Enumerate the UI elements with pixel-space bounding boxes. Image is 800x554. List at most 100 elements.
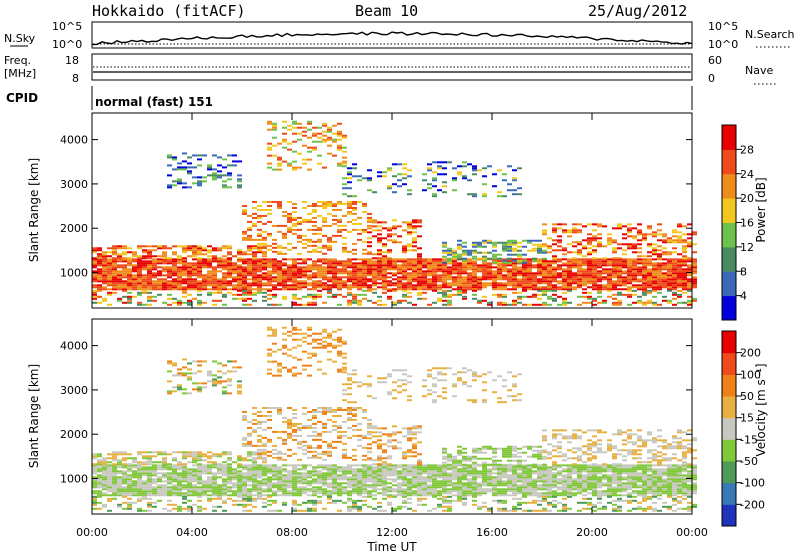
power-cell bbox=[267, 258, 272, 261]
velocity-cell bbox=[132, 492, 137, 495]
velocity-cell bbox=[172, 480, 177, 483]
power-cell bbox=[377, 249, 382, 252]
power-cell bbox=[687, 289, 692, 292]
power-cell bbox=[442, 260, 447, 263]
power-cell bbox=[297, 122, 302, 125]
velocity-cell bbox=[292, 464, 297, 467]
velocity-cell bbox=[607, 480, 612, 483]
velocity-cell bbox=[207, 494, 212, 497]
power-cell bbox=[467, 278, 472, 281]
velocity-cell bbox=[322, 472, 327, 475]
power-cell bbox=[437, 274, 442, 277]
power-cell bbox=[357, 216, 362, 219]
power-cell bbox=[577, 258, 582, 261]
velocity-cell bbox=[412, 470, 417, 473]
power-cell bbox=[407, 278, 412, 281]
power-cell bbox=[657, 245, 662, 248]
power-cell bbox=[472, 193, 477, 196]
velocity-cell bbox=[532, 472, 537, 475]
power-cell bbox=[267, 244, 272, 247]
power-cell bbox=[432, 289, 437, 292]
power-cell bbox=[512, 169, 517, 172]
velocity-cell bbox=[307, 464, 312, 467]
power-cell bbox=[347, 260, 352, 263]
power-cell bbox=[582, 276, 587, 279]
velocity-cell bbox=[102, 478, 107, 481]
power-cell bbox=[277, 252, 282, 255]
velocity-cell bbox=[462, 484, 467, 487]
velocity-cell bbox=[522, 480, 527, 483]
velocity-cell bbox=[677, 488, 682, 491]
power-cell bbox=[387, 227, 392, 230]
velocity-cell bbox=[382, 482, 387, 485]
power-cell bbox=[502, 245, 507, 248]
power-cell bbox=[92, 293, 97, 296]
velocity-cell bbox=[282, 464, 287, 467]
power-cell bbox=[437, 268, 442, 271]
power-cell bbox=[667, 274, 672, 277]
velocity-cell bbox=[372, 476, 377, 479]
power-cell bbox=[92, 278, 97, 281]
velocity-cell bbox=[447, 492, 452, 495]
velocity-cell bbox=[647, 470, 652, 473]
power-cell bbox=[127, 258, 132, 261]
velocity-cell bbox=[547, 480, 552, 483]
power-cell bbox=[382, 264, 387, 267]
velocity-cell bbox=[347, 482, 352, 485]
power-cell bbox=[207, 255, 212, 258]
power-cell bbox=[347, 288, 352, 291]
velocity-cell bbox=[242, 484, 247, 487]
power-cell bbox=[257, 238, 262, 241]
velocity-cell bbox=[137, 478, 142, 481]
power-cell bbox=[137, 301, 142, 304]
velocity-cell bbox=[137, 484, 142, 487]
power-cell bbox=[547, 262, 552, 265]
velocity-cell bbox=[232, 470, 237, 473]
power-cell bbox=[137, 257, 142, 260]
power-cell bbox=[607, 241, 612, 244]
velocity-cell bbox=[282, 470, 287, 473]
power-cell bbox=[202, 274, 207, 277]
power-cell bbox=[512, 249, 517, 252]
power-cell bbox=[537, 247, 542, 250]
power-cell bbox=[687, 243, 692, 246]
velocity-cell bbox=[357, 464, 362, 467]
velocity-cell bbox=[617, 470, 622, 473]
velocity-cell bbox=[312, 494, 317, 497]
velocity-cell bbox=[442, 478, 447, 481]
power-cell bbox=[357, 270, 362, 273]
power-cell bbox=[227, 274, 232, 277]
velocity-cell bbox=[402, 494, 407, 497]
velocity-cell bbox=[467, 474, 472, 477]
power-cell bbox=[147, 257, 152, 260]
velocity-cell bbox=[417, 478, 422, 481]
power-cell bbox=[272, 278, 277, 281]
velocity-cell bbox=[197, 494, 202, 497]
power-cell bbox=[437, 264, 442, 267]
velocity-cell bbox=[622, 494, 627, 497]
power-cell bbox=[137, 291, 142, 294]
velocity-cell bbox=[497, 484, 502, 487]
velocity-cell bbox=[237, 486, 242, 489]
power-cell bbox=[97, 268, 102, 271]
power-cell bbox=[122, 245, 127, 248]
power-cell bbox=[342, 242, 347, 245]
power-cell bbox=[597, 280, 602, 283]
power-cell bbox=[402, 251, 407, 254]
velocity-cell bbox=[292, 478, 297, 481]
velocity-cell bbox=[587, 468, 592, 471]
noise-trace bbox=[91, 31, 693, 46]
power-cell bbox=[572, 278, 577, 281]
power-cell bbox=[612, 262, 617, 265]
velocity-cell bbox=[432, 480, 437, 483]
power-cell bbox=[382, 268, 387, 271]
power-cell bbox=[622, 284, 627, 287]
power-cell bbox=[577, 284, 582, 287]
velocity-cell bbox=[337, 468, 342, 471]
power-cell bbox=[362, 202, 367, 205]
velocity-cell bbox=[212, 464, 217, 467]
velocity-cell bbox=[102, 484, 107, 487]
power-cell bbox=[292, 272, 297, 275]
power-cell bbox=[652, 272, 657, 275]
power-cell bbox=[282, 120, 287, 123]
